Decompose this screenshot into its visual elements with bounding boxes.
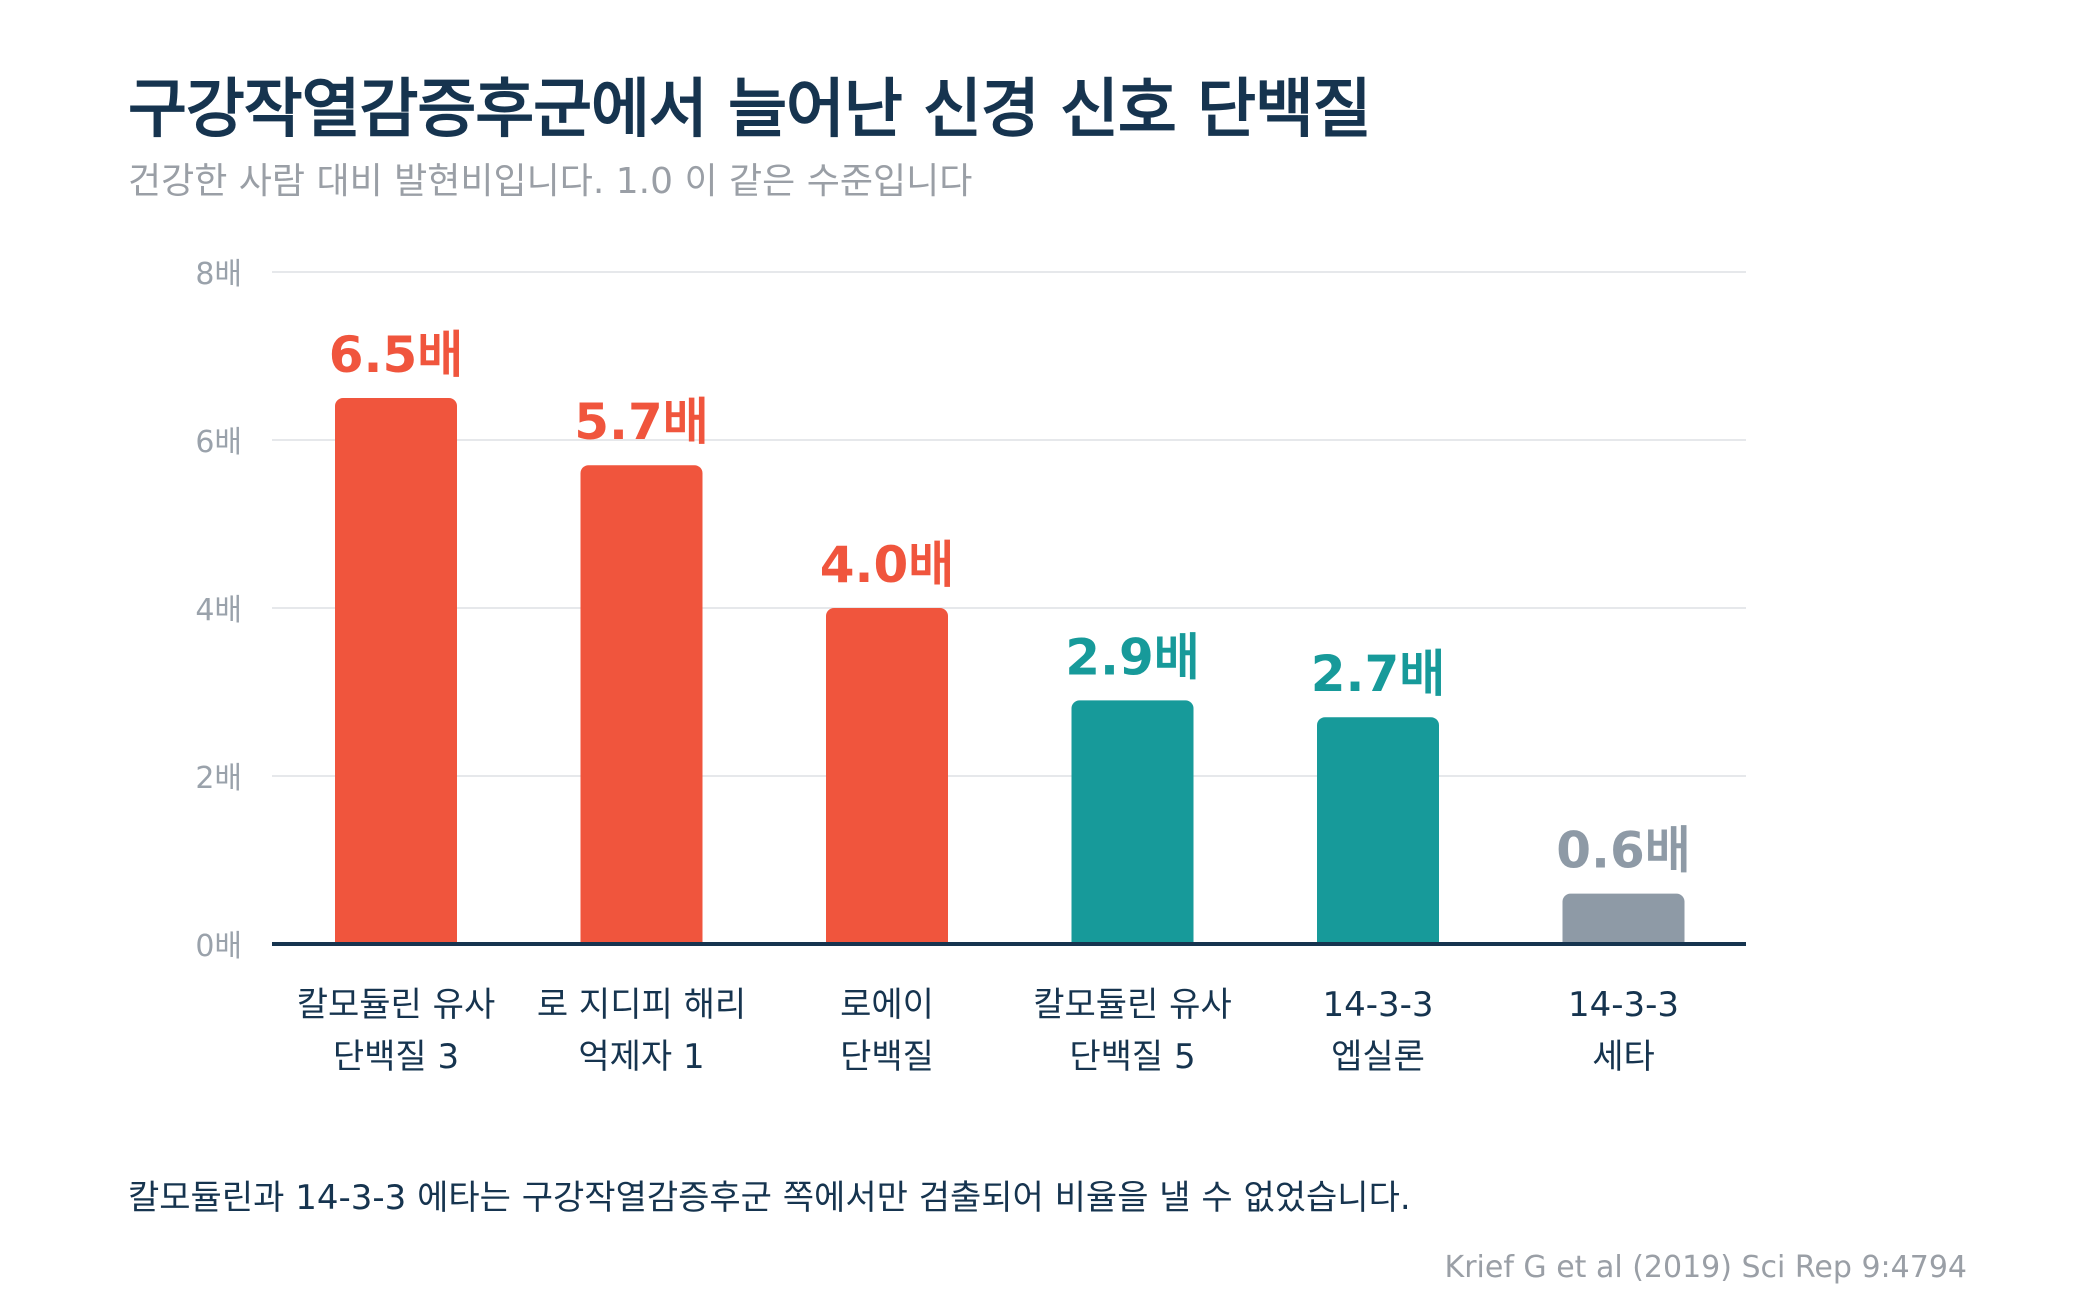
bar-base [335, 934, 457, 944]
x-tick-label: 단백질 [840, 1037, 934, 1077]
x-tick-label: 14-3-3 [1568, 985, 1679, 1025]
x-tick-label: 칼모듈린 유사 [1033, 985, 1232, 1025]
bar [335, 398, 457, 944]
footnote: 칼모듈린과 14-3-3 에타는 구강작열감증후군 쪽에서만 검출되어 비율을 … [128, 1178, 1411, 1218]
bar-base [1562, 934, 1685, 944]
chart-title: 구강작열감증후군에서 늘어난 신경 신호 단백질 [128, 73, 1372, 147]
source-citation: Krief G et al (2019) Sci Rep 9:4794 [1444, 1250, 1967, 1285]
bar [580, 465, 703, 944]
x-tick-label: 로 지디피 해리 [537, 985, 746, 1025]
x-tick-label: 억제자 1 [578, 1037, 704, 1077]
x-tick-label: 세타 [1592, 1037, 1655, 1077]
y-tick-label: 4배 [195, 593, 242, 628]
x-tick-label: 로에이 [840, 985, 934, 1025]
bar-base [1317, 934, 1439, 944]
data-label: 2.9배 [1065, 628, 1200, 686]
bar-base [580, 934, 703, 944]
bar [1071, 700, 1194, 944]
bar [1562, 893, 1685, 944]
data-label: 4.0배 [820, 536, 955, 594]
x-tick-label: 단백질 5 [1069, 1037, 1195, 1077]
y-tick-label: 0배 [195, 929, 242, 964]
x-tick-label: 엡실론 [1331, 1037, 1425, 1077]
chart-subtitle: 건강한 사람 대비 발현비입니다. 1.0 이 같은 수준입니다 [128, 161, 973, 202]
data-label: 2.7배 [1311, 645, 1446, 703]
x-tick-label: 14-3-3 [1322, 985, 1433, 1025]
x-tick-label: 단백질 3 [333, 1037, 459, 1077]
data-label: 6.5배 [329, 326, 464, 384]
bar [1317, 717, 1439, 944]
x-tick-label: 칼모듈린 유사 [297, 985, 496, 1025]
y-tick-label: 2배 [195, 761, 242, 796]
y-tick-label: 6배 [195, 425, 242, 460]
bar-base [1071, 934, 1194, 944]
data-label: 5.7배 [574, 393, 709, 451]
data-label: 0.6배 [1556, 822, 1691, 880]
bar-base [826, 934, 948, 944]
bar [826, 608, 948, 944]
y-tick-label: 8배 [195, 257, 242, 292]
